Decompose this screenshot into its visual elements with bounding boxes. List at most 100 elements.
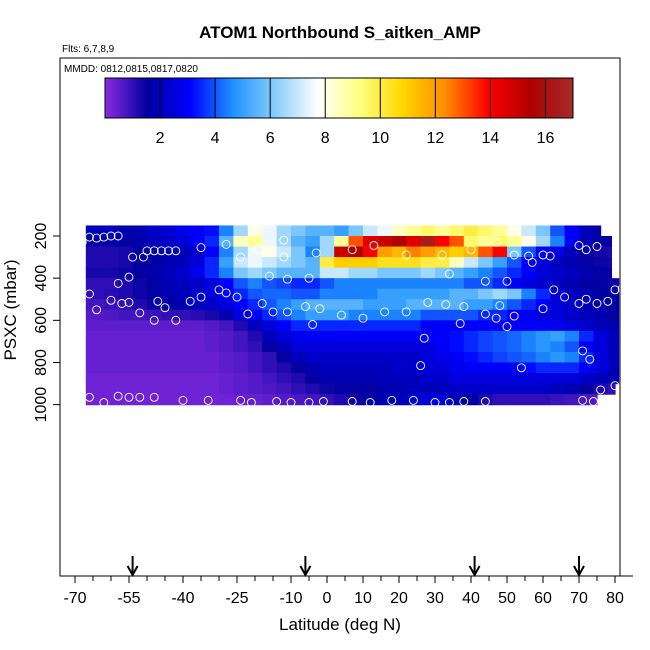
heatmap-cell [579, 362, 594, 374]
heatmap-cell [607, 257, 612, 269]
heatmap-cell [161, 394, 177, 406]
heatmap-cell [132, 373, 148, 385]
heatmap-cell [492, 309, 508, 321]
heatmap-cell [132, 267, 148, 279]
heatmap-cell [233, 373, 249, 385]
heatmap-cell [147, 373, 162, 385]
heatmap-cell [550, 309, 566, 321]
heatmap-cell [161, 267, 177, 279]
heatmap-cell [377, 299, 393, 311]
heatmap-cell [247, 341, 263, 353]
heatmap-cell [363, 383, 378, 395]
heatmap-cell [103, 267, 119, 279]
heatmap-cell [377, 236, 393, 248]
observation-point [545, 251, 555, 261]
heatmap-cell [334, 320, 350, 332]
heatmap-cell [305, 309, 321, 321]
heatmap-cell [89, 267, 105, 279]
heatmap-cell [377, 341, 393, 353]
observation-point [491, 237, 501, 247]
observation-point [92, 305, 102, 315]
heatmap-cell [85, 267, 90, 279]
heatmap-cell [463, 341, 479, 353]
heatmap-cell [593, 236, 609, 248]
heatmap-cell [564, 394, 580, 406]
heatmap-cell [85, 246, 90, 258]
heatmap-cell [449, 257, 465, 269]
colorbar-tick-label: 4 [211, 130, 220, 147]
heatmap-cell [204, 351, 220, 364]
heatmap-cell [305, 330, 321, 342]
dates-note: MMDD: 0812,0815,0817,0820 [64, 64, 198, 75]
observation-point [221, 239, 231, 249]
observation-point [149, 246, 159, 256]
heatmap-cell [363, 330, 378, 342]
heatmap-cell [507, 373, 522, 385]
heatmap-cell [132, 309, 148, 321]
heatmap-cell [219, 278, 234, 290]
heatmap-cell [204, 383, 220, 395]
heatmap-cell [276, 383, 292, 395]
heatmap-cell [291, 246, 306, 258]
heatmap-cell [233, 267, 249, 279]
heatmap-cell [161, 299, 177, 311]
heatmap-cell [219, 288, 234, 300]
heatmap-cell [132, 246, 148, 258]
heatmap-cell [348, 278, 364, 290]
heatmap-cell [118, 341, 134, 353]
heatmap-cell [219, 257, 234, 269]
heatmap-cell [406, 278, 422, 290]
observation-point [77, 237, 87, 247]
heatmap-cell [276, 257, 292, 269]
observation-point [113, 231, 123, 241]
heatmap-cell [233, 383, 249, 395]
heatmap-cell [535, 225, 551, 237]
heatmap-cell [276, 236, 292, 248]
heatmap-cell [363, 320, 378, 332]
observation-point [214, 285, 224, 295]
observation-point [164, 246, 174, 256]
heatmap-cell [319, 299, 335, 311]
heatmap-cell [291, 394, 306, 406]
heatmap-cell [507, 341, 522, 353]
y-tick-label: 400 [33, 265, 50, 292]
heatmap-cell [233, 278, 249, 290]
heatmap-cell [363, 351, 378, 364]
heatmap-cell [85, 362, 90, 374]
heatmap-cell [291, 288, 306, 300]
heatmap-cell [550, 341, 566, 353]
heatmap-cell [492, 320, 508, 332]
heatmap-cell [334, 236, 350, 248]
observation-point [106, 231, 116, 241]
heatmap-cell [276, 320, 292, 332]
heatmap-cell [89, 362, 105, 374]
observation-point [617, 284, 627, 294]
y-tick-label: 200 [33, 223, 50, 250]
heatmap-cell [550, 394, 566, 406]
heatmap-cell [319, 267, 335, 279]
heatmap-cell [233, 246, 249, 258]
observation-point [610, 285, 620, 295]
heatmap-cell [334, 362, 350, 374]
heatmap-cell [449, 373, 465, 385]
heatmap-cell [190, 383, 206, 395]
heatmap-cell [377, 267, 393, 279]
heatmap-cell [103, 278, 119, 290]
observation-point [185, 296, 195, 306]
heatmap-cell [262, 309, 278, 321]
heatmap-cell [291, 236, 306, 248]
observation-point [581, 294, 591, 304]
heatmap-cell [535, 309, 551, 321]
heatmap-cell [550, 267, 566, 279]
heatmap-cell [449, 351, 465, 364]
heatmap-cell [607, 246, 612, 258]
heatmap-cell [103, 299, 119, 311]
heatmap-cell [564, 341, 580, 353]
heatmap-cell [363, 288, 378, 300]
heatmap-cell [291, 373, 306, 385]
observation-point [308, 320, 318, 329]
heatmap-cell [118, 236, 134, 248]
heatmap-cell [449, 246, 465, 258]
heatmap-cell [190, 330, 206, 342]
heatmap-cell [463, 288, 479, 300]
